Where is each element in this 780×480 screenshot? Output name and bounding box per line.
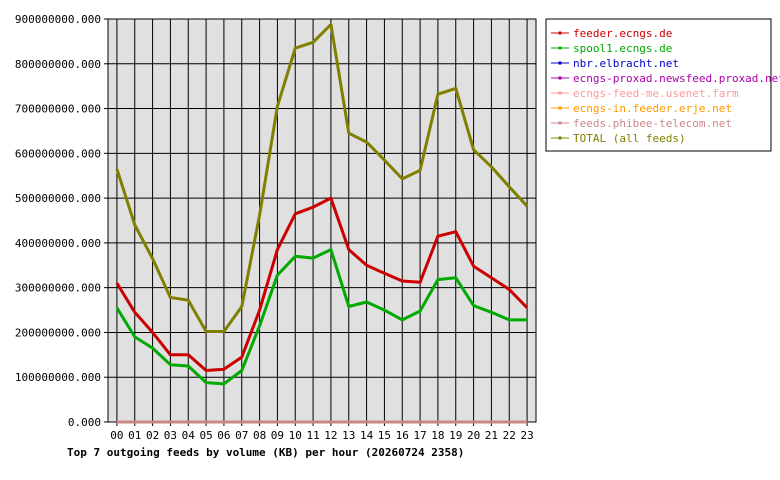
legend-entry: feeds.phibee-telecom.net — [551, 117, 732, 130]
legend-entry: nbr.elbracht.net — [551, 57, 679, 70]
legend-entry: ecngs-feed-me.usenet.farm — [551, 87, 739, 100]
x-tick-label: 12 — [324, 429, 337, 442]
x-tick-label: 14 — [360, 429, 374, 442]
legend-marker — [558, 61, 562, 65]
legend-marker — [558, 106, 562, 110]
legend-entry: TOTAL (all feeds) — [551, 132, 686, 145]
y-tick-label: 900000000.000 — [15, 13, 101, 26]
x-tick-label: 17 — [413, 429, 426, 442]
chart-title: Top 7 outgoing feeds by volume (KB) per … — [67, 446, 464, 459]
legend-label: ecngs-feed-me.usenet.farm — [573, 87, 739, 100]
y-tick-label: 400000000.000 — [15, 237, 101, 250]
y-tick-label: 600000000.000 — [15, 147, 101, 160]
x-tick-label: 22 — [503, 429, 516, 442]
series-line-0 — [115, 196, 529, 372]
y-tick-label: 200000000.000 — [15, 326, 101, 339]
legend-marker — [558, 46, 562, 50]
x-tick-label: 00 — [110, 429, 123, 442]
x-tick-label: 16 — [396, 429, 409, 442]
legend-label: ecngs-in.feeder.erje.net — [573, 102, 732, 115]
y-axis-tick-labels: 0.000 100000000.000 200000000.000 300000000… — [15, 13, 108, 429]
legend-label: ecngs-proxad.newsfeed.proxad.net — [573, 72, 780, 85]
x-tick-label: 19 — [449, 429, 462, 442]
legend-marker — [558, 76, 562, 80]
legend-marker — [558, 91, 562, 95]
y-tick-label: 100000000.000 — [15, 371, 101, 384]
legend-marker — [558, 136, 562, 140]
legend-label: TOTAL (all feeds) — [573, 132, 686, 145]
x-tick-label: 18 — [431, 429, 444, 442]
x-tick-label: 05 — [199, 429, 212, 442]
x-tick-label: 06 — [217, 429, 230, 442]
legend-marker — [558, 121, 562, 125]
legend-label: nbr.elbracht.net — [573, 57, 679, 70]
x-axis-tick-labels: 00 01 02 03 04 05 06 07 08 09 10 11 12 13 14 15 16 17 18 19… — [110, 422, 534, 442]
x-tick-label: 01 — [128, 429, 141, 442]
x-tick-label: 20 — [467, 429, 480, 442]
x-tick-label: 13 — [342, 429, 355, 442]
x-tick-label: 07 — [235, 429, 248, 442]
series-lines — [115, 22, 529, 424]
legend-entry: spool1.ecngs.de — [551, 42, 672, 55]
x-tick-label: 11 — [306, 429, 319, 442]
legend-entry: ecngs-proxad.newsfeed.proxad.net — [551, 72, 780, 85]
y-tick-label: 700000000.000 — [15, 103, 101, 116]
legend-label: spool1.ecngs.de — [573, 42, 672, 55]
legend-label: feeds.phibee-telecom.net — [573, 117, 732, 130]
legend-marker — [558, 31, 562, 35]
legend-entry: ecngs-in.feeder.erje.net — [551, 102, 732, 115]
y-tick-label: 300000000.000 — [15, 282, 101, 295]
x-tick-label: 15 — [378, 429, 391, 442]
legend: feeder.ecngs.de spool1.ecngs.de nbr.elbrac… — [545, 18, 780, 152]
x-tick-label: 09 — [271, 429, 284, 442]
series-line-7 — [115, 22, 529, 333]
x-tick-label: 04 — [182, 429, 196, 442]
series-line-1 — [115, 248, 528, 386]
y-tick-label: 0.000 — [68, 416, 101, 429]
legend-label: feeder.ecngs.de — [573, 27, 672, 40]
x-tick-label: 08 — [253, 429, 266, 442]
x-tick-label: 02 — [146, 429, 159, 442]
plot-area — [108, 19, 536, 422]
legend-box — [545, 18, 772, 152]
legend-entry: feeder.ecngs.de — [551, 27, 672, 40]
x-tick-label: 10 — [289, 429, 302, 442]
x-tick-label: 21 — [485, 429, 498, 442]
y-tick-label: 500000000.000 — [15, 192, 101, 205]
x-tick-label: 03 — [164, 429, 177, 442]
vertical-gridlines — [116, 19, 528, 422]
x-tick-label: 23 — [520, 429, 533, 442]
y-tick-label: 800000000.000 — [15, 58, 101, 71]
